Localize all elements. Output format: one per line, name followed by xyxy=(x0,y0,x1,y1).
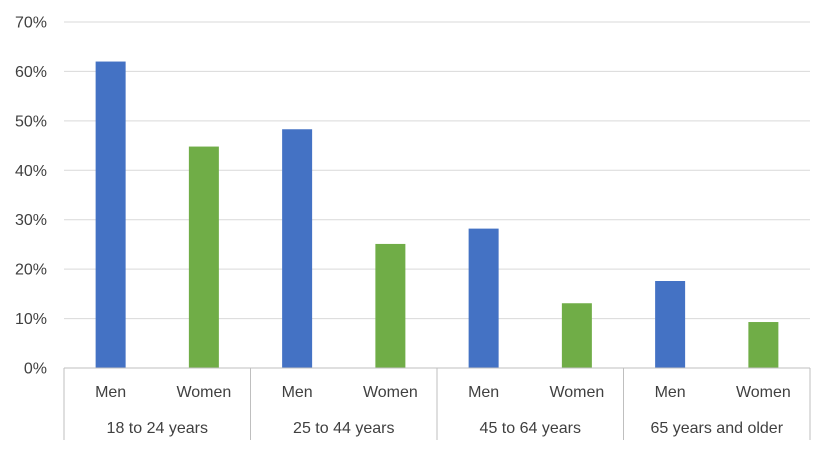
bar-men-4 xyxy=(655,281,686,368)
group-label: 18 to 24 years xyxy=(107,420,208,437)
y-axis-tick-labels: 0% 10% 20% 30% 40% 50% 60% 70% xyxy=(15,15,47,378)
gridlines xyxy=(64,21,810,320)
y-tick-label: 20% xyxy=(15,262,47,279)
y-tick-label: 0% xyxy=(24,361,47,378)
bar-men-2 xyxy=(282,129,313,368)
x-axis xyxy=(63,367,811,440)
bar-women-4 xyxy=(748,322,779,368)
sub-category-label: Men xyxy=(468,384,499,401)
x-axis-labels: Men Women 18 to 24 years Men Women 25 to 44 y… xyxy=(95,384,791,437)
y-tick-label: 60% xyxy=(15,64,47,81)
sub-category-label: Women xyxy=(549,384,604,401)
sub-category-label: Women xyxy=(363,384,418,401)
sub-category-label: Men xyxy=(655,384,686,401)
sub-category-label: Women xyxy=(176,384,231,401)
bars xyxy=(95,61,779,369)
bar-women-2 xyxy=(375,243,406,368)
y-tick-label: 40% xyxy=(15,163,47,180)
bar-women-3 xyxy=(561,303,592,368)
sub-category-label: Men xyxy=(282,384,313,401)
y-tick-label: 70% xyxy=(15,15,47,32)
y-tick-label: 50% xyxy=(15,113,47,130)
sub-category-label: Men xyxy=(95,384,126,401)
group-label: 65 years and older xyxy=(650,420,783,437)
y-tick-label: 30% xyxy=(15,212,47,229)
bar-men-3 xyxy=(468,228,499,368)
bar-women-1 xyxy=(188,146,219,368)
group-label: 45 to 64 years xyxy=(480,420,581,437)
bar-men-1 xyxy=(95,61,126,369)
group-label: 25 to 44 years xyxy=(293,420,394,437)
y-tick-label: 10% xyxy=(15,311,47,328)
sub-category-label: Women xyxy=(736,384,791,401)
